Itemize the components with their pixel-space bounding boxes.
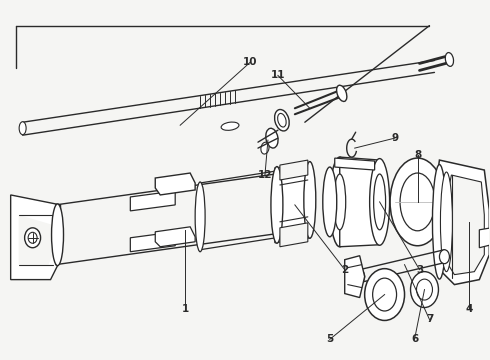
Ellipse shape xyxy=(334,174,346,230)
Polygon shape xyxy=(155,173,195,195)
Ellipse shape xyxy=(51,204,64,266)
Polygon shape xyxy=(11,195,61,280)
Ellipse shape xyxy=(372,278,396,311)
Polygon shape xyxy=(340,157,380,247)
Text: 4: 4 xyxy=(466,305,473,315)
Ellipse shape xyxy=(440,250,449,264)
Polygon shape xyxy=(479,228,490,248)
Ellipse shape xyxy=(433,165,446,279)
Text: 1: 1 xyxy=(182,305,189,315)
Ellipse shape xyxy=(337,85,347,102)
Text: 7: 7 xyxy=(426,314,433,324)
Ellipse shape xyxy=(416,279,433,300)
Polygon shape xyxy=(280,223,308,247)
Ellipse shape xyxy=(390,158,445,246)
Ellipse shape xyxy=(355,270,365,284)
Text: 5: 5 xyxy=(326,334,333,345)
Polygon shape xyxy=(130,191,175,211)
Ellipse shape xyxy=(369,159,390,245)
Polygon shape xyxy=(335,158,375,170)
Text: 12: 12 xyxy=(258,170,272,180)
Text: 9: 9 xyxy=(391,133,398,143)
Ellipse shape xyxy=(304,162,316,238)
Ellipse shape xyxy=(323,167,337,237)
Ellipse shape xyxy=(266,128,278,148)
Ellipse shape xyxy=(195,182,205,252)
Ellipse shape xyxy=(445,53,454,66)
Ellipse shape xyxy=(19,122,26,135)
Text: 2: 2 xyxy=(341,265,348,275)
Ellipse shape xyxy=(221,122,239,130)
Polygon shape xyxy=(435,160,490,285)
Ellipse shape xyxy=(24,228,41,248)
Polygon shape xyxy=(444,175,484,275)
Ellipse shape xyxy=(330,157,350,247)
Ellipse shape xyxy=(411,272,439,307)
Ellipse shape xyxy=(400,173,435,231)
Polygon shape xyxy=(345,256,365,298)
Ellipse shape xyxy=(374,174,386,230)
Text: 8: 8 xyxy=(414,150,421,160)
Ellipse shape xyxy=(441,172,452,272)
Ellipse shape xyxy=(278,113,286,127)
Polygon shape xyxy=(275,163,310,243)
Text: 3: 3 xyxy=(416,265,423,275)
Polygon shape xyxy=(280,160,308,180)
Text: 6: 6 xyxy=(411,334,418,345)
Text: 11: 11 xyxy=(270,71,285,80)
Ellipse shape xyxy=(28,232,37,243)
Text: 10: 10 xyxy=(243,58,257,67)
Polygon shape xyxy=(19,215,52,265)
Ellipse shape xyxy=(261,142,269,154)
Ellipse shape xyxy=(274,109,289,131)
Polygon shape xyxy=(130,232,175,252)
Ellipse shape xyxy=(271,167,283,243)
Polygon shape xyxy=(155,227,195,247)
Ellipse shape xyxy=(365,269,405,320)
